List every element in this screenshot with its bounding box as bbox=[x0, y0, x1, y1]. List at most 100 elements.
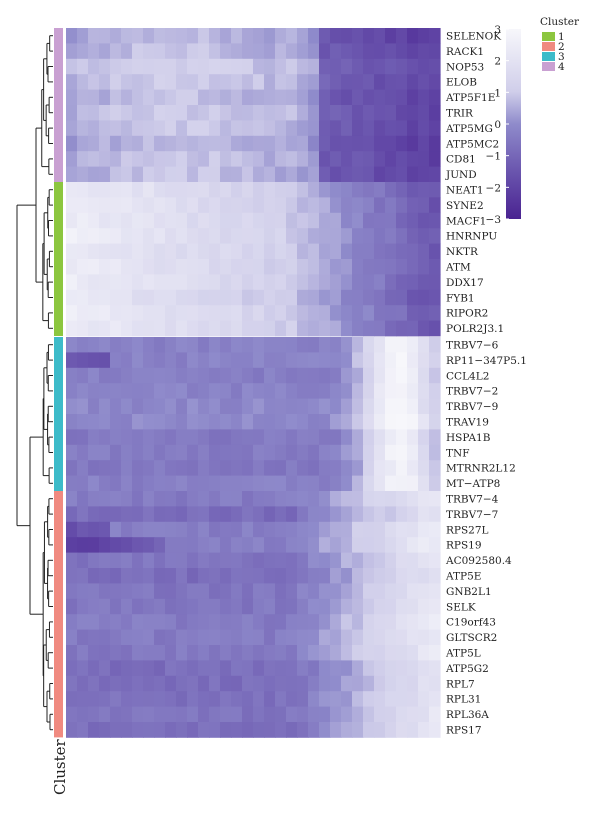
heatmap-cell bbox=[165, 228, 177, 244]
gene-label: TRIR bbox=[446, 108, 474, 120]
heatmap-cell bbox=[374, 583, 386, 600]
heatmap-cell bbox=[88, 289, 100, 306]
heatmap-cell bbox=[308, 337, 320, 353]
heatmap-cell bbox=[176, 614, 188, 630]
heatmap-cell bbox=[121, 506, 133, 523]
heatmap-cell bbox=[374, 614, 386, 630]
heatmap-cell bbox=[341, 135, 353, 152]
heatmap-cell bbox=[429, 460, 441, 476]
heatmap-cell bbox=[374, 259, 386, 275]
heatmap-cell bbox=[286, 568, 298, 584]
heatmap-cell bbox=[407, 135, 419, 152]
heatmap-cell bbox=[132, 675, 144, 692]
heatmap-cell bbox=[330, 722, 342, 738]
heatmap-cell bbox=[264, 629, 276, 646]
heatmap-cell bbox=[374, 521, 386, 538]
heatmap-cell bbox=[319, 460, 331, 476]
gene-label: ATP5F1E bbox=[445, 92, 495, 104]
heatmap-cell bbox=[319, 337, 331, 353]
heatmap-cell bbox=[253, 135, 265, 152]
heatmap-cell bbox=[418, 243, 430, 260]
heatmap-cell bbox=[429, 28, 441, 44]
heatmap-cell bbox=[187, 506, 199, 523]
heatmap-cell bbox=[352, 645, 364, 661]
heatmap-cell bbox=[154, 89, 166, 106]
heatmap-cell bbox=[352, 429, 364, 446]
heatmap-cell bbox=[77, 506, 89, 523]
heatmap-cell bbox=[242, 182, 254, 198]
gene-label: TRBV7−9 bbox=[446, 401, 498, 413]
heatmap-cell bbox=[110, 259, 122, 275]
heatmap-cell bbox=[297, 74, 309, 90]
heatmap-cell bbox=[198, 475, 210, 492]
heatmap-cell bbox=[143, 228, 155, 244]
heatmap-cell bbox=[99, 460, 111, 476]
heatmap-cell bbox=[418, 552, 430, 569]
heatmap-cell bbox=[308, 444, 320, 461]
heatmap-cell bbox=[330, 74, 342, 90]
heatmap-cell bbox=[132, 305, 144, 321]
heatmap-cell bbox=[88, 182, 100, 198]
heatmap-cell bbox=[319, 43, 331, 60]
heatmap-cell bbox=[264, 58, 276, 75]
heatmap-cell bbox=[88, 120, 100, 137]
heatmap-cell bbox=[187, 568, 199, 584]
heatmap-cell bbox=[66, 552, 78, 569]
heatmap-cell bbox=[418, 305, 430, 321]
heatmap-cell bbox=[363, 274, 375, 291]
heatmap-cell bbox=[330, 197, 342, 214]
heatmap-cell bbox=[209, 706, 221, 723]
gene-label: TRBV7−4 bbox=[446, 494, 499, 506]
heatmap-cell bbox=[264, 337, 276, 353]
heatmap-cell bbox=[286, 197, 298, 214]
heatmap-cell bbox=[363, 289, 375, 306]
heatmap-cell bbox=[209, 305, 221, 321]
heatmap-cell bbox=[220, 74, 232, 90]
heatmap-cell bbox=[154, 58, 166, 75]
heatmap-cell bbox=[66, 274, 78, 291]
heatmap-cell bbox=[330, 645, 342, 661]
heatmap-cell bbox=[121, 182, 133, 198]
colorbar-tick-label: 2 bbox=[494, 56, 501, 68]
heatmap-cell bbox=[418, 491, 430, 507]
colorbar-tick-label: 3 bbox=[494, 24, 501, 36]
heatmap-cell bbox=[319, 583, 331, 600]
heatmap-cell bbox=[264, 212, 276, 229]
heatmap-row bbox=[66, 289, 441, 306]
heatmap-cell bbox=[121, 28, 133, 44]
heatmap-cell bbox=[374, 28, 386, 44]
heatmap-cell bbox=[77, 552, 89, 569]
gene-label: JUND bbox=[445, 169, 477, 181]
heatmap-cell bbox=[253, 706, 265, 723]
heatmap-cell bbox=[132, 429, 144, 446]
heatmap-cell bbox=[264, 414, 276, 430]
heatmap-cell bbox=[319, 28, 331, 44]
heatmap-cell bbox=[231, 706, 243, 723]
heatmap-cell bbox=[220, 337, 232, 353]
heatmap-cell bbox=[275, 660, 287, 677]
heatmap-cell bbox=[286, 521, 298, 538]
heatmap-cell bbox=[165, 598, 177, 615]
heatmap-cell bbox=[352, 367, 364, 384]
gene-label: MT−ATP8 bbox=[446, 478, 500, 490]
heatmap-cell bbox=[88, 706, 100, 723]
heatmap-cell bbox=[110, 58, 122, 75]
heatmap-cell bbox=[352, 722, 364, 738]
heatmap-cell bbox=[407, 675, 419, 692]
heatmap-row bbox=[66, 429, 441, 446]
heatmap-cell bbox=[165, 506, 177, 523]
heatmap-cell bbox=[385, 491, 397, 507]
heatmap-cell bbox=[396, 552, 408, 569]
heatmap-cell bbox=[319, 444, 331, 461]
heatmap-cell bbox=[110, 660, 122, 677]
heatmap-cell bbox=[396, 429, 408, 446]
heatmap-cell bbox=[429, 675, 441, 692]
heatmap-cell bbox=[187, 74, 199, 90]
heatmap-cell bbox=[209, 491, 221, 507]
heatmap-cell bbox=[209, 660, 221, 677]
heatmap-cell bbox=[88, 475, 100, 492]
heatmap-cell bbox=[209, 598, 221, 615]
heatmap-cell bbox=[165, 28, 177, 44]
heatmap-cell bbox=[66, 660, 78, 677]
heatmap-cell bbox=[99, 552, 111, 569]
